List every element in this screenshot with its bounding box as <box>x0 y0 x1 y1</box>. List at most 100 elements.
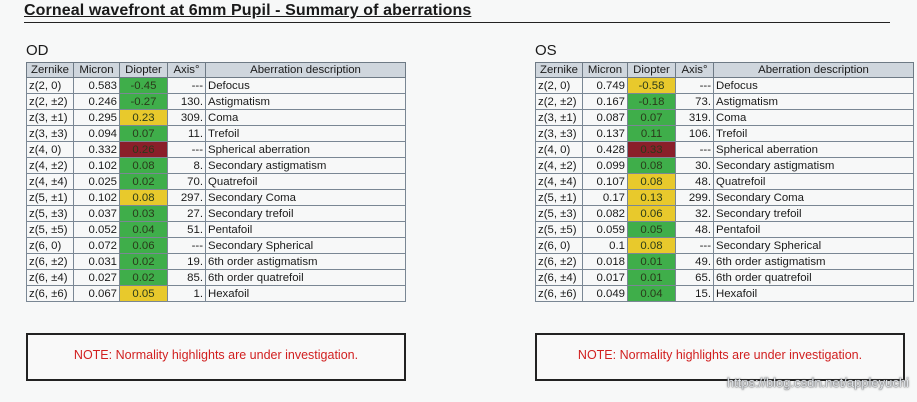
axis-cell: 297. <box>167 189 206 206</box>
diopter-cell: 0.06 <box>119 237 168 254</box>
zernike-cell: z(6, ±6) <box>26 285 74 302</box>
micron-cell: 0.049 <box>582 285 628 302</box>
micron-cell: 0.017 <box>582 269 628 286</box>
table-row: z(5, ±3) 0.037 0.03 27. Secondary trefoil <box>26 205 406 222</box>
description-cell: Spherical aberration <box>205 141 406 158</box>
header-zernike: Zernike <box>26 62 74 78</box>
micron-cell: 0.167 <box>582 93 628 110</box>
table-row: z(4, ±2) 0.102 0.08 8. Secondary astigmatism <box>26 157 406 174</box>
diopter-cell: 0.02 <box>119 253 168 270</box>
table-row: z(6, ±2) 0.031 0.02 19. 6th order astigmatis… <box>26 253 406 270</box>
zernike-cell: z(2, 0) <box>26 77 74 94</box>
diopter-cell: 0.02 <box>119 173 168 190</box>
header-diopter: Diopter <box>119 62 168 78</box>
micron-cell: 0.067 <box>73 285 120 302</box>
table-row: z(5, ±5) 0.059 0.05 48. Pentafoil <box>535 221 914 238</box>
table-row: z(2, ±2) 0.167 -0.18 73. Astigmatism <box>535 93 914 110</box>
table-header-row: Zernike Micron Diopter Axis° Aberration … <box>535 62 914 78</box>
zernike-cell: z(5, ±1) <box>535 189 583 206</box>
table-row: z(2, 0) 0.583 -0.45 --- Defocus <box>26 77 406 94</box>
diopter-cell: 0.05 <box>627 221 676 238</box>
diopter-cell: 0.08 <box>119 189 168 206</box>
table-row: z(5, ±1) 0.102 0.08 297. Secondary Coma <box>26 189 406 206</box>
zernike-cell: z(3, ±1) <box>26 109 74 126</box>
micron-cell: 0.102 <box>73 189 120 206</box>
description-cell: Astigmatism <box>713 93 914 110</box>
description-cell: Quatrefoil <box>205 173 406 190</box>
zernike-cell: z(3, ±3) <box>535 125 583 142</box>
diopter-cell: -0.58 <box>627 77 676 94</box>
axis-cell: --- <box>167 77 206 94</box>
description-cell: Secondary astigmatism <box>713 157 914 174</box>
description-cell: Secondary Coma <box>205 189 406 206</box>
table-row: z(4, ±2) 0.099 0.08 30. Secondary astigmatis… <box>535 157 914 174</box>
description-cell: Quatrefoil <box>713 173 914 190</box>
description-cell: Pentafoil <box>205 221 406 238</box>
diopter-cell: 0.08 <box>627 237 676 254</box>
micron-cell: 0.102 <box>73 157 120 174</box>
axis-cell: 299. <box>675 189 714 206</box>
axis-cell: 70. <box>167 173 206 190</box>
axis-cell: 1. <box>167 285 206 302</box>
micron-cell: 0.059 <box>582 221 628 238</box>
header-zernike: Zernike <box>535 62 583 78</box>
zernike-cell: z(6, ±2) <box>26 253 74 270</box>
axis-cell: --- <box>675 77 714 94</box>
axis-cell: 48. <box>675 221 714 238</box>
od-panel: Zernike Micron Diopter Axis° Aberration … <box>26 62 406 302</box>
micron-cell: 0.031 <box>73 253 120 270</box>
zernike-cell: z(5, ±1) <box>26 189 74 206</box>
zernike-cell: z(3, ±1) <box>535 109 583 126</box>
description-cell: Coma <box>205 109 406 126</box>
table-row: z(4, ±4) 0.025 0.02 70. Quatrefoil <box>26 173 406 190</box>
description-cell: Trefoil <box>713 125 914 142</box>
table-row: z(5, ±1) 0.17 0.13 299. Secondary Coma <box>535 189 914 206</box>
description-cell: Defocus <box>713 77 914 94</box>
description-cell: Secondary Spherical <box>713 237 914 254</box>
diopter-cell: 0.13 <box>627 189 676 206</box>
micron-cell: 0.332 <box>73 141 120 158</box>
table-row: z(4, 0) 0.332 0.26 --- Spherical aberration <box>26 141 406 158</box>
zernike-cell: z(5, ±3) <box>535 205 583 222</box>
micron-cell: 0.052 <box>73 221 120 238</box>
zernike-cell: z(3, ±3) <box>26 125 74 142</box>
micron-cell: 0.099 <box>582 157 628 174</box>
diopter-cell: -0.27 <box>119 93 168 110</box>
description-cell: Secondary trefoil <box>205 205 406 222</box>
diopter-cell: 0.05 <box>119 285 168 302</box>
axis-cell: --- <box>675 237 714 254</box>
zernike-cell: z(2, ±2) <box>535 93 583 110</box>
micron-cell: 0.1 <box>582 237 628 254</box>
header-micron: Micron <box>73 62 120 78</box>
diopter-cell: 0.01 <box>627 253 676 270</box>
table-row: z(6, ±6) 0.049 0.04 15. Hexafoil <box>535 285 914 302</box>
zernike-cell: z(6, ±6) <box>535 285 583 302</box>
zernike-cell: z(2, 0) <box>535 77 583 94</box>
diopter-cell: 0.08 <box>627 173 676 190</box>
diopter-cell: 0.02 <box>119 269 168 286</box>
description-cell: Spherical aberration <box>713 141 914 158</box>
header-description: Aberration description <box>205 62 406 78</box>
axis-cell: 65. <box>675 269 714 286</box>
axis-cell: 309. <box>167 109 206 126</box>
micron-cell: 0.295 <box>73 109 120 126</box>
od-note-text: NOTE: Normality highlights are under inv… <box>73 348 359 362</box>
table-row: z(3, ±3) 0.137 0.11 106. Trefoil <box>535 125 914 142</box>
axis-cell: 32. <box>675 205 714 222</box>
zernike-cell: z(5, ±3) <box>26 205 74 222</box>
description-cell: Astigmatism <box>205 93 406 110</box>
diopter-cell: 0.01 <box>627 269 676 286</box>
table-row: z(3, ±3) 0.094 0.07 11. Trefoil <box>26 125 406 142</box>
table-row: z(6, ±2) 0.018 0.01 49. 6th order astigmatis… <box>535 253 914 270</box>
diopter-cell: 0.07 <box>119 125 168 142</box>
zernike-cell: z(4, ±4) <box>26 173 74 190</box>
os-aberration-table: Zernike Micron Diopter Axis° Aberration … <box>535 62 914 302</box>
axis-cell: 319. <box>675 109 714 126</box>
diopter-cell: 0.06 <box>627 205 676 222</box>
micron-cell: 0.082 <box>582 205 628 222</box>
micron-cell: 0.018 <box>582 253 628 270</box>
zernike-cell: z(5, ±5) <box>535 221 583 238</box>
table-row: z(2, 0) 0.749 -0.58 --- Defocus <box>535 77 914 94</box>
header-description: Aberration description <box>713 62 914 78</box>
micron-cell: 0.094 <box>73 125 120 142</box>
